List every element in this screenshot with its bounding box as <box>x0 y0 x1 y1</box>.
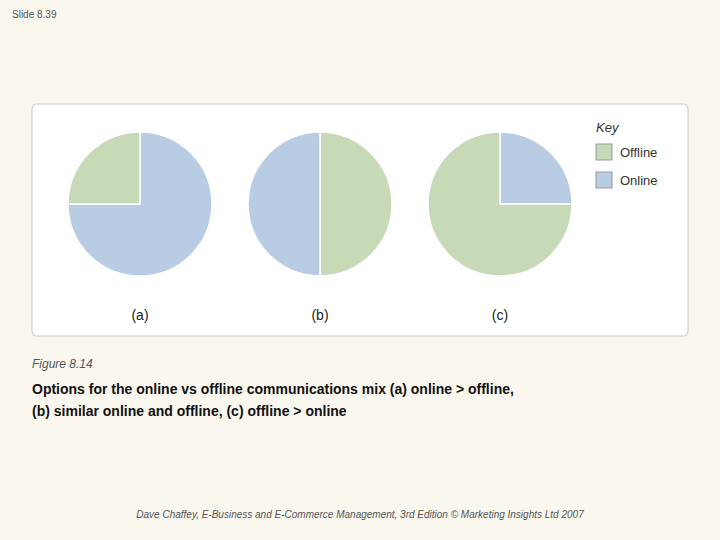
pie-slice: Offline <box>68 132 140 204</box>
copyright: Dave Chaffey, E-Business and E-Commerce … <box>136 509 584 520</box>
legend-swatch <box>596 172 612 188</box>
pie-slice: Online <box>500 132 572 204</box>
legend-title: Key <box>596 120 620 135</box>
legend-swatch <box>596 144 612 160</box>
chart-root: Slide 8.39OnlineOffline(a)OfflineOnline(… <box>0 0 720 540</box>
pie-slice: Offline <box>428 132 572 276</box>
pie-slice: Offline <box>320 132 392 276</box>
figure-label: Figure 8.14 <box>32 357 93 371</box>
legend-entry: Offline <box>620 145 657 160</box>
panel <box>32 104 688 336</box>
pie-slice: Online <box>68 132 212 276</box>
pie-label: (b) <box>311 307 328 323</box>
figure-title: Options for the online vs offline commun… <box>32 381 514 397</box>
legend-entry: Online <box>620 173 658 188</box>
pie-2: OnlineOffline <box>428 132 572 276</box>
pie-label: (a) <box>131 307 148 323</box>
pie-1: OfflineOnline <box>248 132 392 276</box>
legend: KeyOffline Online <box>596 120 658 188</box>
figure-subtitle: (b) similar online and offline, (c) offl… <box>32 403 347 419</box>
pie-slice: Online <box>248 132 320 276</box>
pie-0: OnlineOffline <box>68 132 212 276</box>
slide-label: Slide 8.39 <box>12 9 57 20</box>
chart-svg: Slide 8.39OnlineOffline(a)OfflineOnline(… <box>0 0 720 540</box>
pie-label: (c) <box>492 307 508 323</box>
